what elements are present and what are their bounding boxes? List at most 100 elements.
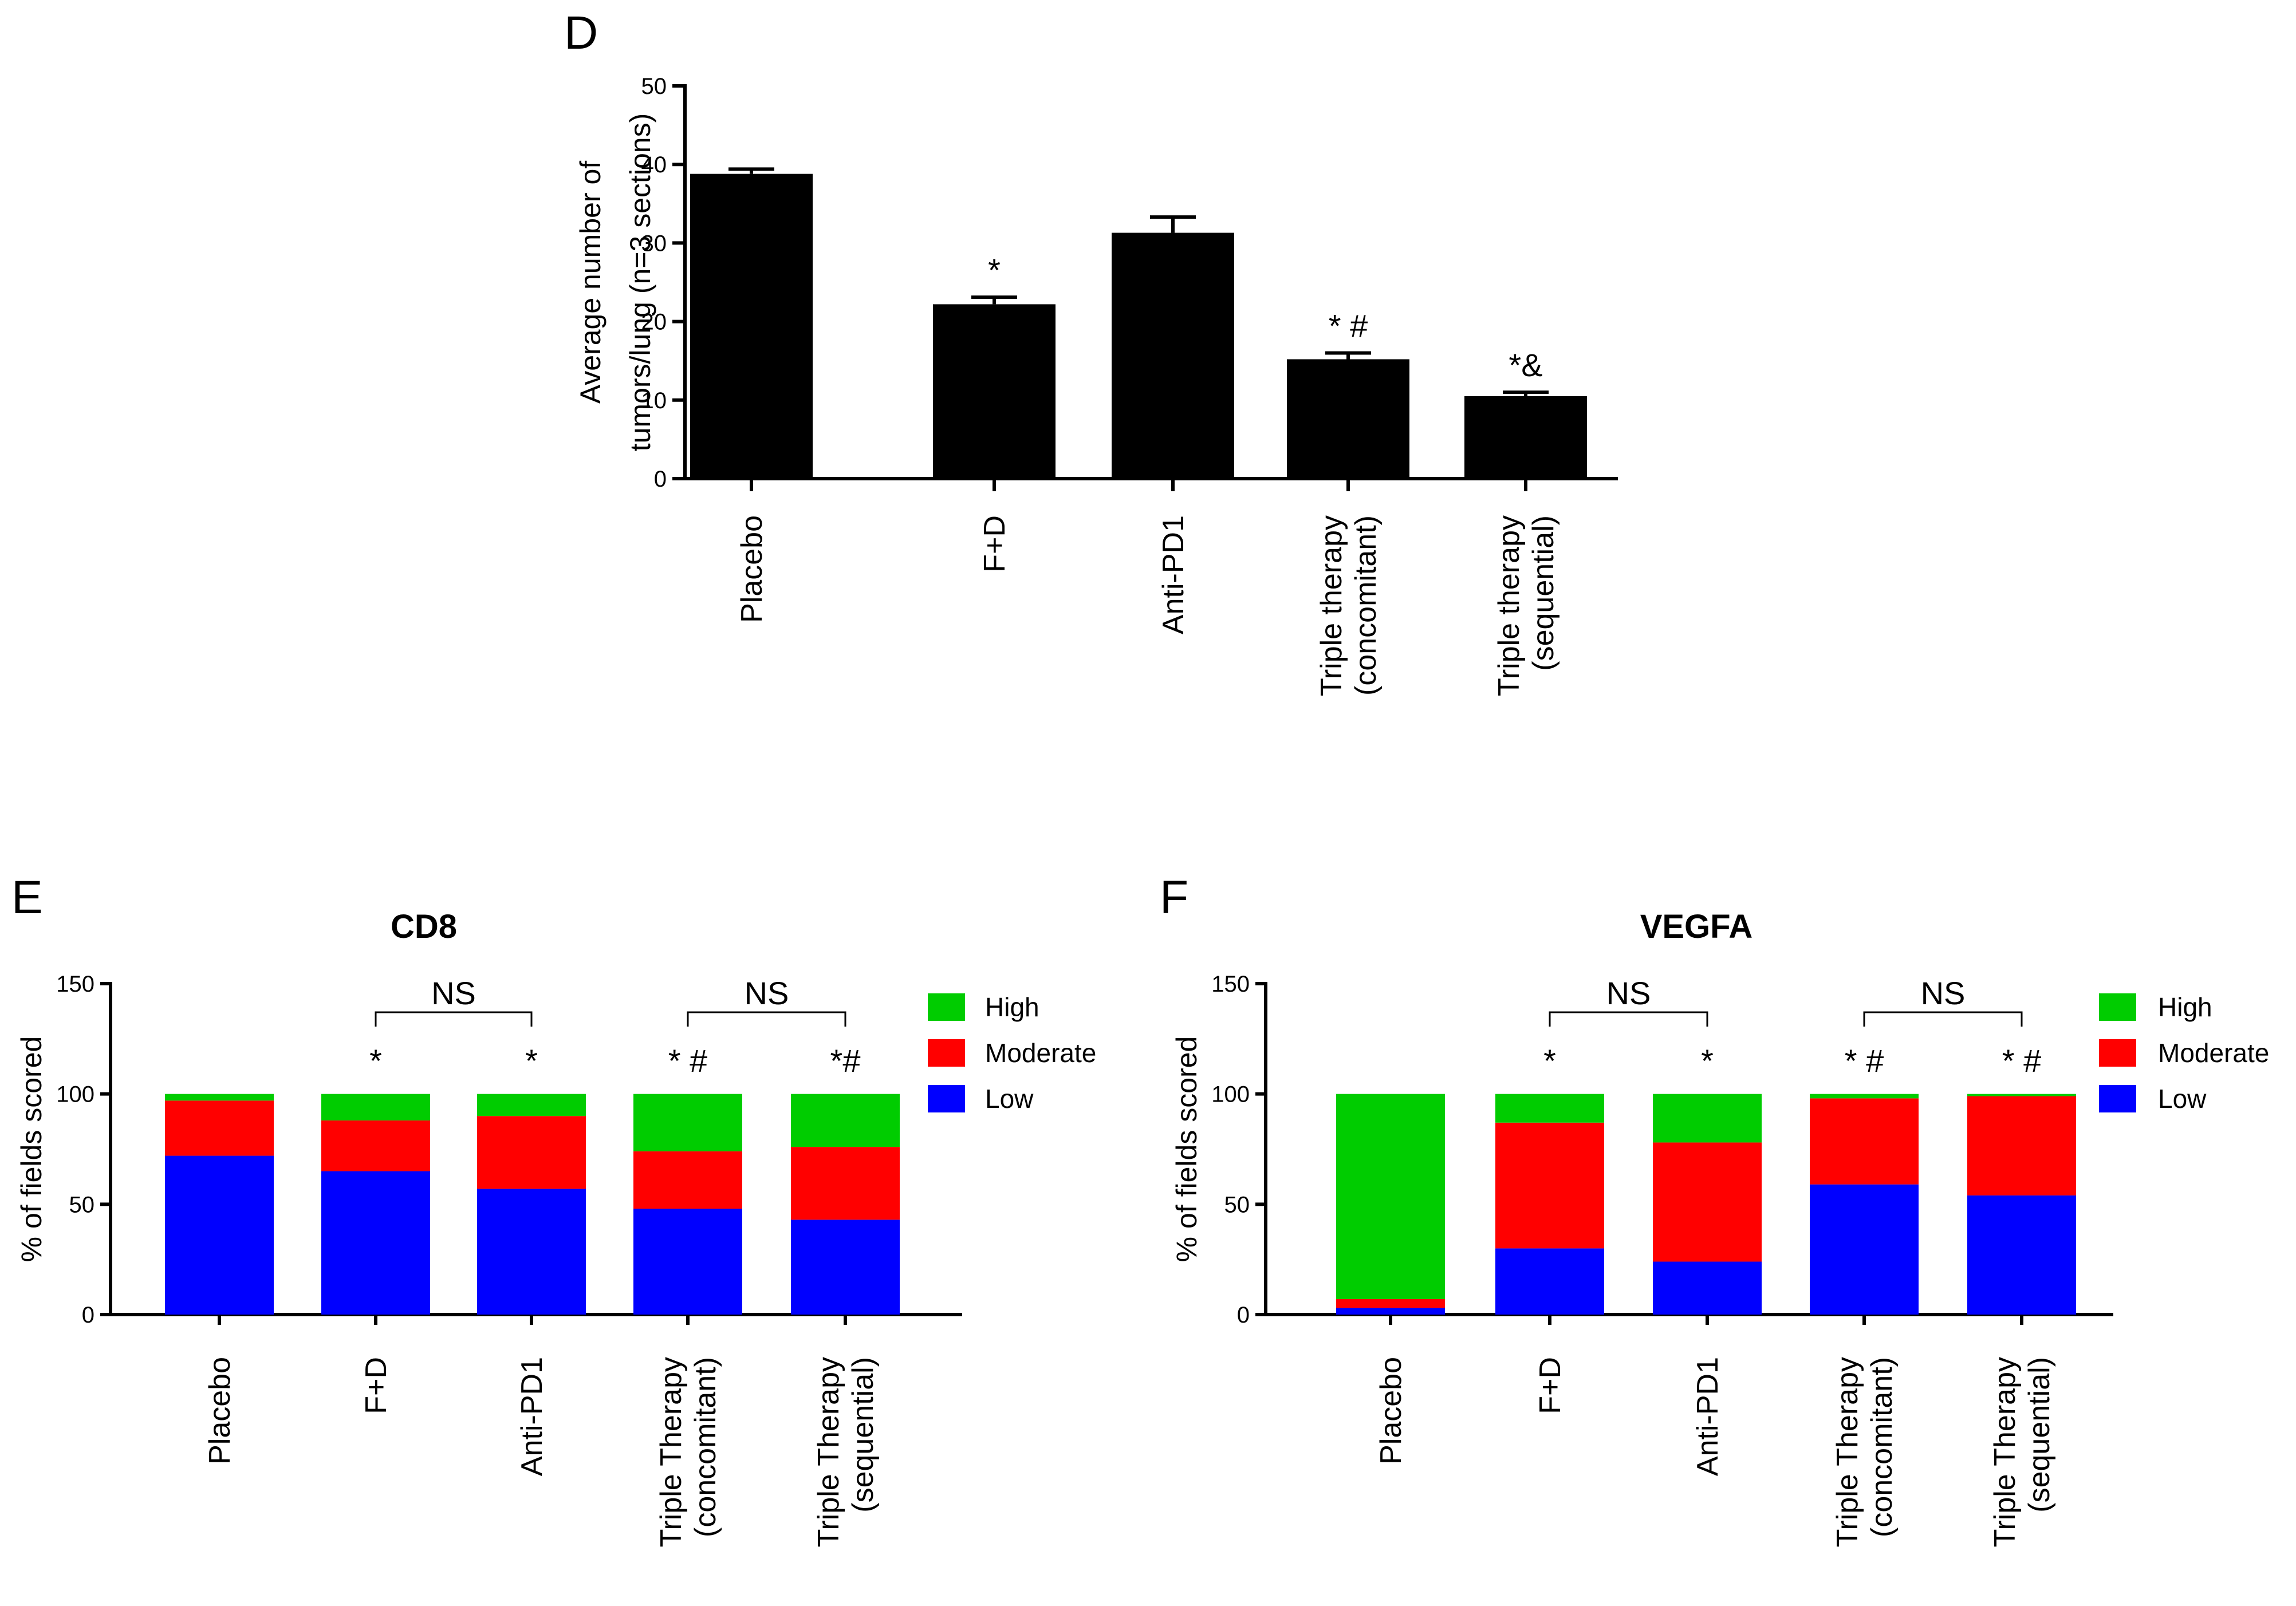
error-bar	[728, 167, 774, 174]
error-bar	[1325, 351, 1371, 360]
x-category-label: F+D	[978, 515, 1011, 573]
significance-marker: * #	[1845, 1043, 1884, 1079]
x-category-label: Placebo	[203, 1357, 237, 1465]
y-tick-label: 100	[56, 1082, 94, 1107]
bar-segment-high	[165, 1094, 274, 1101]
legend-swatch-low	[928, 1085, 965, 1112]
bar-segment-low	[633, 1209, 742, 1315]
x-category-label: (sequential)	[846, 1357, 880, 1513]
x-category-label: Placebo	[1375, 1357, 1408, 1465]
legend-swatch-high	[2099, 993, 2136, 1021]
y-tick-label: 30	[641, 231, 667, 256]
ns-bracket	[1863, 1011, 2023, 1027]
significance-marker: *&	[1509, 347, 1542, 383]
significance-marker: * #	[668, 1043, 708, 1079]
bar-segment-moderate	[633, 1151, 742, 1209]
x-category-label: Placebo	[735, 515, 769, 623]
panel-letter: D	[564, 7, 598, 59]
bar-segment-moderate	[321, 1120, 430, 1171]
bar-segment-high	[1653, 1094, 1762, 1143]
ns-label: NS	[745, 975, 789, 1011]
significance-marker: * #	[1329, 307, 1368, 344]
y-tick-label: 20	[641, 310, 667, 335]
x-category-label: F+D	[1534, 1357, 1567, 1414]
ns-label: NS	[1606, 975, 1651, 1011]
bar-segment-moderate	[791, 1147, 900, 1220]
panel-f-chart: F VEGFA % of fields scored 0 50 100 150 Placebo…	[1160, 871, 2269, 1547]
bar-segment-moderate	[1495, 1122, 1604, 1249]
bar-segment-low	[1810, 1184, 1919, 1315]
ns-label: NS	[431, 975, 476, 1011]
x-category-label: (concomitant)	[1349, 515, 1383, 696]
y-tick-label: 0	[1237, 1303, 1250, 1328]
y-tick-label: 0	[654, 467, 667, 492]
bar-segment-low	[791, 1220, 900, 1315]
x-category-label: Anti-PD1	[515, 1357, 549, 1476]
y-axis-label: Average number of	[574, 161, 607, 404]
panel-d-chart: D Average number of tumors/lung (n=3 secti…	[564, 7, 1618, 696]
bar-segment-high	[1967, 1094, 2076, 1096]
legend-label: High	[2158, 992, 2212, 1022]
significance-marker: *	[988, 252, 1001, 288]
x-category-label: (sequential)	[1527, 515, 1560, 671]
bar-segment-high	[1336, 1094, 1445, 1300]
y-axis-label: % of fields scored	[1171, 1036, 1203, 1262]
legend-swatch-moderate	[2099, 1039, 2136, 1067]
bar	[933, 304, 1056, 479]
y-tick-label: 0	[82, 1303, 94, 1328]
y-tick-label: 100	[1211, 1082, 1250, 1107]
bar-segment-moderate	[1967, 1096, 2076, 1195]
error-bar	[1503, 390, 1549, 396]
bar-segment-low	[477, 1189, 586, 1315]
x-category-label: Triple Therapy	[1988, 1357, 2022, 1547]
significance-marker: *	[525, 1043, 538, 1079]
significance-marker: * #	[2002, 1043, 2042, 1079]
chart-title: CD8	[391, 908, 457, 945]
legend-label: Moderate	[2158, 1038, 2269, 1068]
bar-segment-low	[1653, 1261, 1762, 1315]
legend-label: Low	[985, 1084, 1034, 1114]
significance-marker: *	[1543, 1043, 1556, 1079]
bar-segment-moderate	[1810, 1098, 1919, 1185]
y-axis-label: tumors/lung (n=3 sections)	[624, 113, 656, 452]
error-bar	[1150, 215, 1196, 233]
x-category-label: Anti-PD1	[1157, 515, 1190, 634]
bar	[1464, 396, 1587, 479]
bar-segment-low	[321, 1171, 430, 1315]
bar-segment-high	[791, 1094, 900, 1147]
bar	[690, 173, 813, 479]
bar-segment-moderate	[1336, 1299, 1445, 1308]
significance-marker: *	[369, 1043, 382, 1079]
significance-marker: *	[1701, 1043, 1714, 1079]
bar-segment-high	[477, 1094, 586, 1116]
y-tick-label: 50	[1224, 1192, 1250, 1217]
x-category-label: Triple therapy	[1492, 515, 1526, 696]
legend-label: Low	[2158, 1084, 2207, 1114]
x-category-label: Triple Therapy	[1831, 1357, 1864, 1547]
y-axis-label: % of fields scored	[15, 1036, 48, 1262]
error-bar	[971, 295, 1017, 305]
bar	[1112, 232, 1234, 479]
ns-bracket	[375, 1011, 533, 1027]
x-category-label: Anti-PD1	[1691, 1357, 1724, 1476]
bar-segment-moderate	[477, 1116, 586, 1189]
ns-label: NS	[1921, 975, 1966, 1011]
ns-bracket	[1549, 1011, 1708, 1027]
bar-segment-high	[321, 1094, 430, 1120]
panel-letter: E	[11, 871, 43, 924]
y-tick-label: 50	[641, 74, 667, 99]
bar-segment-low	[1336, 1308, 1445, 1315]
bar-segment-moderate	[1653, 1142, 1762, 1262]
panel-e-chart: E CD8 % of fields scored 0 50 100 150 Placebo F+…	[11, 871, 1096, 1547]
y-tick-label: 150	[56, 972, 94, 997]
chart-title: VEGFA	[1640, 908, 1753, 945]
bar-segment-moderate	[165, 1100, 274, 1156]
y-tick-label: 50	[69, 1192, 95, 1217]
y-tick-label: 10	[641, 388, 667, 413]
bar-segment-high	[1810, 1094, 1919, 1099]
x-category-label: Triple Therapy	[812, 1357, 845, 1547]
legend-swatch-moderate	[928, 1039, 965, 1067]
ns-bracket	[687, 1011, 846, 1027]
bar-segment-low	[1967, 1195, 2076, 1315]
